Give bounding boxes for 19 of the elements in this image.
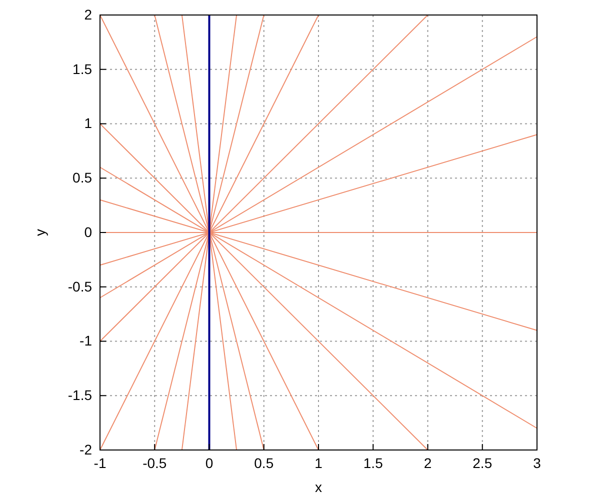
y-axis-title: y xyxy=(32,229,48,236)
y-tick-label: -2 xyxy=(80,441,92,458)
y-tick-label: 1 xyxy=(84,115,92,132)
x-tick-label: 0 xyxy=(205,454,214,471)
x-tick-label: 1 xyxy=(314,454,323,471)
x-tick-label: 1.5 xyxy=(363,454,384,471)
x-tick-label: 0.5 xyxy=(254,454,274,471)
y-tick-label: 2 xyxy=(84,6,92,22)
x-tick-label: -0.5 xyxy=(142,454,167,471)
y-tick-label: -1.5 xyxy=(68,387,92,404)
y-tick-label: -0.5 xyxy=(68,278,92,294)
x-tick-label: 2 xyxy=(424,454,432,471)
x-tick-label: 3 xyxy=(533,454,542,471)
y-tick-label: 0 xyxy=(84,224,92,240)
x-axis-title: x xyxy=(315,479,322,495)
x-tick-label: 2.5 xyxy=(472,454,492,471)
y-tick-label: 1.5 xyxy=(72,60,92,77)
y-tick-label: 0.5 xyxy=(72,170,92,186)
y-tick-label: -1 xyxy=(80,332,92,349)
